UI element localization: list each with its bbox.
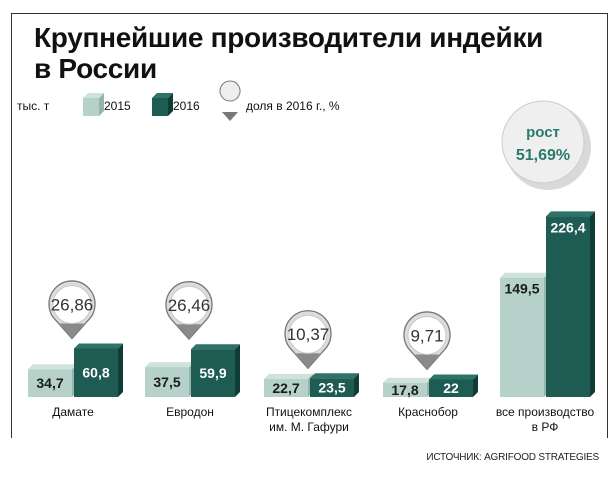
bar-2016-1 — [191, 349, 235, 397]
legend-swatch-2016-top — [152, 93, 173, 98]
bar-2016-4-side — [590, 211, 595, 397]
category-label-1-0: Евродон — [166, 405, 214, 419]
bar-2016-0-top — [74, 343, 123, 349]
legend-marker-icon — [219, 80, 241, 102]
legend-label-2015: 2015 — [104, 99, 131, 113]
share-value-label-0: 26,86 — [51, 295, 94, 314]
share-value-label-3: 9,71 — [410, 326, 443, 345]
share-value-label-1: 26,46 — [168, 296, 211, 315]
share-marker-tip-3 — [415, 354, 439, 370]
bar-2016-0 — [74, 348, 118, 397]
bar-2015-2 — [264, 378, 308, 397]
legend-swatch-2015-top — [83, 93, 104, 98]
bar-2016-0-side — [118, 343, 123, 397]
bar-2015-4 — [500, 277, 544, 397]
bar-2015-0 — [28, 369, 72, 397]
growth-badge — [501, 100, 585, 184]
value-label-2015-4: 149,5 — [504, 281, 539, 297]
category-label-2-1: им. М. Гафури — [269, 420, 349, 434]
unit-label: тыс. т — [17, 99, 50, 113]
bar-2016-4-top — [546, 211, 595, 217]
bar-2016-2 — [310, 378, 354, 397]
bar-2015-2-top — [264, 373, 313, 379]
bar-2016-3-side — [473, 374, 478, 397]
value-label-2015-1: 37,5 — [153, 374, 180, 390]
bar-2016-4 — [546, 216, 590, 397]
bar-2016-3 — [429, 379, 473, 397]
category-label-0-0: Дамате — [52, 405, 94, 419]
bar-2015-3-top — [383, 377, 432, 383]
chart-title: Крупнейшие производители индейки в Росси… — [34, 22, 554, 84]
category-label-2-0: Птицекомплекс — [266, 405, 352, 419]
value-label-2016-4: 226,4 — [550, 219, 585, 235]
share-marker-face-1 — [169, 285, 209, 325]
legend-swatch-2016-side — [168, 93, 173, 116]
category-label-4-1: в РФ — [532, 420, 559, 434]
bar-2016-2-side — [354, 373, 359, 397]
value-label-2016-0: 60,8 — [82, 365, 109, 381]
share-value-label-2: 10,37 — [287, 325, 330, 344]
share-marker-tip-0 — [60, 323, 84, 339]
bar-2015-1-top — [145, 362, 194, 368]
category-label-4-0: все производство — [496, 405, 595, 419]
share-marker-face-2 — [288, 314, 328, 354]
bar-2016-2-top — [310, 373, 359, 379]
bar-2016-1-top — [191, 344, 240, 350]
legend-swatch-2016 — [152, 98, 168, 116]
bar-2016-3-top — [429, 374, 478, 380]
share-marker-tip-1 — [177, 324, 201, 340]
legend-swatch-2015-side — [99, 93, 104, 116]
share-marker-face-0 — [52, 284, 92, 324]
share-marker-face-3 — [407, 315, 447, 355]
value-label-2015-3: 17,8 — [391, 382, 418, 398]
value-label-2016-1: 59,9 — [199, 365, 226, 381]
legend-label-2016: 2016 — [173, 99, 200, 113]
bar-2015-0-top — [28, 364, 77, 370]
chart-title-line-2: в России — [34, 53, 157, 84]
bar-2015-3 — [383, 382, 427, 397]
value-label-2016-3: 22 — [443, 380, 459, 396]
bar-2016-1-side — [235, 344, 240, 397]
category-label-3-0: Краснобор — [398, 405, 458, 419]
chart-frame — [11, 13, 608, 438]
growth-value: 51,69% — [516, 147, 570, 164]
legend-marker-tip-icon — [222, 112, 238, 121]
legend-swatch-2015 — [83, 98, 99, 116]
value-label-2015-0: 34,7 — [36, 375, 63, 391]
bar-2015-1 — [145, 367, 189, 397]
legend-label-share: доля в 2016 г., % — [246, 99, 340, 113]
value-label-2016-2: 23,5 — [318, 380, 345, 396]
share-marker-tip-2 — [296, 353, 320, 369]
source-note: ИСТОЧНИК: AGRIFOOD STRATEGIES — [426, 452, 599, 463]
growth-label: рост — [526, 124, 560, 141]
bar-2015-4-top — [500, 272, 549, 278]
chart-title-line-1: Крупнейшие производители индейки — [34, 22, 544, 53]
value-label-2015-2: 22,7 — [272, 380, 299, 396]
